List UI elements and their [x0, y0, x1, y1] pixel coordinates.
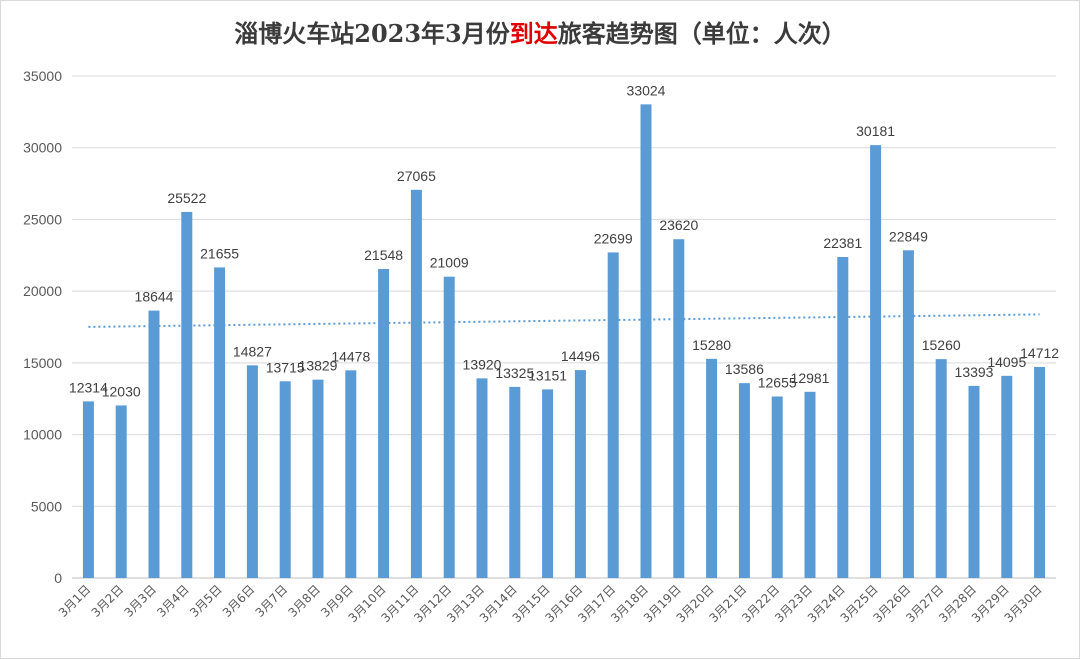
data-label: 14712: [1020, 345, 1059, 361]
data-label: 27065: [397, 168, 436, 184]
x-tick-label: 3月4日: [154, 582, 192, 620]
bar: [902, 250, 914, 578]
bar: [1001, 375, 1013, 578]
data-label: 14095: [987, 354, 1026, 370]
data-label: 12030: [102, 383, 141, 399]
data-label: 22381: [823, 235, 862, 251]
trendline: [88, 313, 1040, 328]
bar: [181, 211, 193, 579]
bar: [312, 379, 324, 578]
data-label: 25522: [167, 190, 206, 206]
bar: [443, 276, 455, 578]
bar: [935, 359, 947, 578]
title-prefix: 淄博火车站2023年3月份: [234, 19, 510, 48]
bar: [837, 256, 849, 578]
title-suffix: 旅客趋势图（单位：人次）: [557, 19, 846, 48]
chart-title: 淄博火车站2023年3月份到达旅客趋势图（单位：人次）: [0, 14, 1080, 49]
data-label: 14827: [233, 343, 272, 359]
bar: [410, 189, 422, 578]
data-label: 21009: [430, 255, 469, 271]
y-tick-label: 20000: [23, 283, 62, 299]
bar: [279, 381, 291, 578]
data-label: 22849: [889, 228, 928, 244]
bar: [542, 389, 554, 578]
bar: [82, 401, 94, 578]
data-label: 23620: [659, 217, 698, 233]
data-label: 13829: [299, 358, 338, 374]
bar: [214, 267, 226, 578]
data-label: 18644: [135, 289, 174, 305]
data-label: 14496: [561, 348, 600, 364]
bar: [673, 239, 685, 578]
y-tick-label: 25000: [23, 211, 62, 227]
bar: [378, 268, 390, 578]
x-tick-label: 3月2日: [89, 582, 127, 620]
bar: [345, 370, 357, 578]
bar: [738, 383, 750, 578]
y-tick-label: 0: [54, 570, 62, 586]
bar: [804, 391, 816, 578]
y-tick-label: 5000: [31, 498, 62, 514]
data-label: 33024: [627, 82, 666, 98]
x-tick-label: 3月3日: [121, 582, 159, 620]
y-tick-label: 30000: [23, 140, 62, 156]
data-label: 13586: [725, 361, 764, 377]
data-label: 12981: [791, 370, 830, 386]
bar: [870, 145, 882, 578]
bar: [706, 358, 718, 578]
x-tick-label: 3月7日: [253, 582, 291, 620]
data-label: 21655: [200, 245, 239, 261]
bar: [771, 396, 783, 578]
data-label: 13151: [528, 367, 567, 383]
x-tick-label: 3月6日: [220, 582, 258, 620]
data-label: 13920: [463, 356, 502, 372]
data-label: 30181: [856, 123, 895, 139]
data-label: 13715: [266, 359, 305, 375]
bar: [968, 385, 980, 578]
bar: [640, 104, 652, 578]
y-tick-label: 10000: [23, 427, 62, 443]
x-tick-label: 3月8日: [285, 582, 323, 620]
data-label: 13325: [495, 365, 534, 381]
bar: [607, 252, 619, 578]
data-label: 15260: [922, 337, 961, 353]
bar: [509, 386, 521, 578]
data-label: 12655: [758, 374, 797, 390]
bar: [148, 310, 160, 578]
bar: [246, 365, 258, 578]
y-tick-label: 15000: [23, 355, 62, 371]
bar: [574, 370, 586, 578]
x-tick-label: 3月1日: [56, 582, 94, 620]
data-label: 21548: [364, 247, 403, 263]
title-highlight: 到达: [509, 19, 558, 48]
data-label: 15280: [692, 337, 731, 353]
x-tick-label: 3月5日: [187, 582, 225, 620]
y-tick-label: 35000: [23, 68, 62, 84]
bar: [1034, 366, 1046, 578]
bar: [476, 378, 488, 578]
bar: [115, 405, 127, 578]
data-label: 22699: [594, 230, 633, 246]
data-label: 14478: [331, 348, 370, 364]
data-label: 12314: [69, 379, 108, 395]
data-label: 13393: [955, 364, 994, 380]
